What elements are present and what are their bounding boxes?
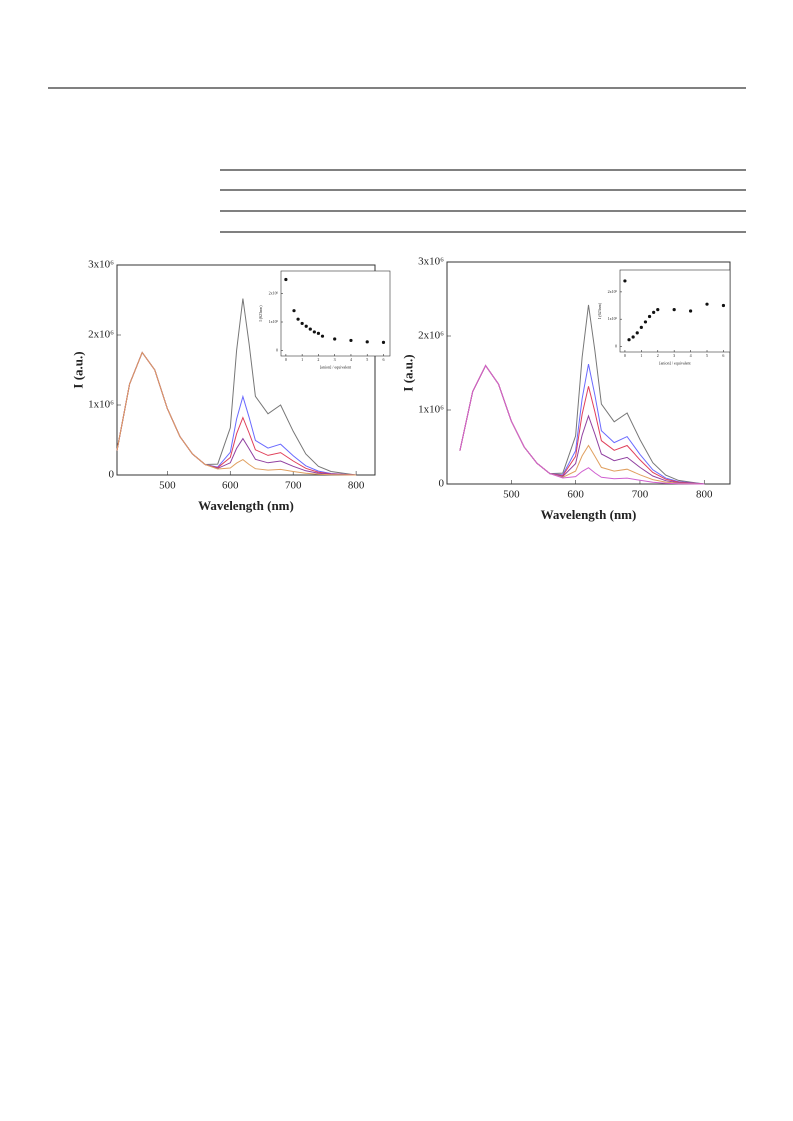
y-tick-label: 1x10⁶ [269,319,279,324]
scatter-point [308,327,312,331]
x-tick-label: 0 [285,357,287,362]
x-tick-label: 2 [657,353,659,358]
x-tick-label: 1 [301,357,303,362]
x-axis-label: [anion] / equivalent [659,361,691,366]
spectrum-line [459,364,705,485]
scatter-point [721,303,726,308]
scatter-point [647,314,652,319]
scatter-point [300,321,304,326]
scatter-point [296,317,300,321]
x-tick-label: 3 [673,353,675,358]
scatter-point [688,309,693,313]
scatter-point [349,338,353,343]
scatter-point [333,337,337,341]
scatter-point [635,331,639,335]
x-tick-label: 600 [567,489,584,501]
scatter-point [292,309,296,313]
spectrum-line [116,351,357,476]
x-tick-label: 5 [366,357,368,362]
x-tick-label: 800 [348,480,365,492]
scatter-point [631,335,635,339]
scatter-point [284,277,288,282]
scatter-point [639,325,643,329]
scatter-point [643,320,648,324]
scatter-point [365,340,369,344]
x-tick-label: 4 [350,357,352,362]
x-axis-label: Wavelength (nm) [198,498,294,513]
x-tick-label: 0 [624,353,626,358]
x-tick-label: 500 [503,489,520,501]
y-tick-label: 1x10⁶ [418,404,444,416]
x-tick-label: 6 [722,353,724,358]
scatter-point [304,324,308,328]
x-tick-label: 500 [159,480,176,492]
x-tick-label: 1 [640,353,642,358]
scatter-point [656,308,660,312]
y-tick-label: 3x10⁶ [88,259,114,271]
y-tick-label: 1x10⁶ [88,399,114,411]
scatter-point [381,340,386,344]
x-tick-label: 600 [222,480,239,492]
scatter-point [623,279,627,283]
x-tick-label: 6 [382,357,384,362]
x-tick-label: 3 [334,357,336,362]
y-tick-label: 0 [439,478,445,490]
scatter-point [705,302,709,306]
y-tick-label: 2x10⁶ [269,291,279,296]
y-tick-label: 2x10⁶ [608,289,618,294]
y-tick-label: 2x10⁶ [88,329,114,341]
y-tick-label: 1x10⁶ [608,316,618,321]
scatter-point [320,334,325,338]
y-axis-label: I (623nm) [597,302,602,319]
scatter-point [652,310,656,314]
x-tick-label: 800 [696,489,713,501]
y-axis-label: I (a.u.) [71,351,86,388]
plot-frame [280,270,391,357]
y-tick-label: 0 [276,347,278,352]
scatter-point [316,331,321,335]
x-tick-label: 5 [706,353,708,358]
x-axis-label: Wavelength (nm) [541,507,637,522]
scatter-point [312,330,316,334]
x-tick-label: 700 [285,480,302,492]
y-tick-label: 3x10⁶ [418,256,444,268]
y-axis-label: I (623nm) [258,305,263,322]
x-tick-label: 700 [632,489,649,501]
y-tick-label: 0 [615,343,617,348]
scatter-point [672,308,676,312]
x-axis-label: [anion] / equivalent [320,365,352,370]
scatter-point [627,338,631,342]
x-tick-label: 2 [317,357,319,362]
y-tick-label: 0 [109,469,115,481]
y-tick-label: 2x10⁶ [418,330,444,342]
x-tick-label: 4 [690,353,692,358]
y-axis-label: I (a.u.) [401,354,416,391]
